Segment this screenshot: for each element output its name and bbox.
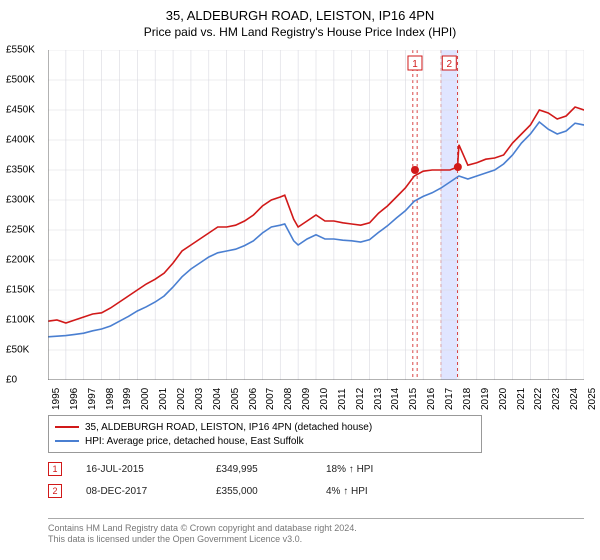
xtick-label: 2019 [480, 388, 491, 410]
legend-label: HPI: Average price, detached house, East… [85, 436, 304, 447]
xtick-label: 2011 [337, 388, 348, 410]
xtick-label: 2025 [587, 388, 598, 410]
sale-marker [411, 166, 419, 174]
xtick-label: 2002 [176, 388, 187, 410]
ytick-label: £350K [6, 165, 35, 176]
sale-band-badge-label: 1 [412, 59, 418, 70]
xtick-label: 1997 [87, 388, 98, 410]
xtick-label: 1999 [122, 388, 133, 410]
sale-band-badge-label: 2 [447, 59, 453, 70]
sale-price: £349,995 [216, 464, 326, 475]
xtick-label: 2010 [319, 388, 330, 410]
xtick-label: 2003 [194, 388, 205, 410]
sale-date: 16-JUL-2015 [86, 464, 216, 475]
ytick-label: £250K [6, 225, 35, 236]
legend-item: HPI: Average price, detached house, East… [55, 434, 475, 448]
xtick-label: 2016 [426, 388, 437, 410]
sale-band [413, 50, 417, 380]
xtick-label: 2008 [283, 388, 294, 410]
sale-delta: 4% ↑ HPI [326, 486, 446, 497]
ytick-label: £0 [6, 375, 17, 386]
ytick-label: £50K [6, 345, 29, 356]
page-title: 35, ALDEBURGH ROAD, LEISTON, IP16 4PN [0, 0, 600, 23]
xtick-label: 2021 [516, 388, 527, 410]
xtick-label: 2022 [533, 388, 544, 410]
ytick-label: £550K [6, 45, 35, 56]
xtick-label: 1996 [69, 388, 80, 410]
xtick-label: 2005 [230, 388, 241, 410]
ytick-label: £300K [6, 195, 35, 206]
ytick-label: £450K [6, 105, 35, 116]
xtick-label: 2004 [212, 388, 223, 410]
legend-swatch [55, 440, 79, 442]
footer-line-1: Contains HM Land Registry data © Crown c… [48, 523, 584, 534]
line-chart: 12 [48, 50, 584, 380]
xtick-label: 1995 [51, 388, 62, 410]
xtick-label: 2006 [248, 388, 259, 410]
sale-date: 08-DEC-2017 [86, 486, 216, 497]
sale-marker [454, 163, 462, 171]
xtick-label: 2024 [569, 388, 580, 410]
xtick-label: 2023 [551, 388, 562, 410]
xtick-label: 2013 [373, 388, 384, 410]
ytick-label: £400K [6, 135, 35, 146]
ytick-label: £500K [6, 75, 35, 86]
chart-area: 12 [48, 50, 584, 380]
xtick-label: 2015 [408, 388, 419, 410]
sale-row: 1 16-JUL-2015£349,99518% ↑ HPI [48, 462, 584, 476]
footer: Contains HM Land Registry data © Crown c… [48, 518, 584, 546]
xtick-label: 2009 [301, 388, 312, 410]
xtick-label: 2017 [444, 388, 455, 410]
sale-badge: 1 [48, 462, 62, 476]
xtick-label: 2001 [158, 388, 169, 410]
xtick-label: 1998 [105, 388, 116, 410]
page-subtitle: Price paid vs. HM Land Registry's House … [0, 23, 600, 39]
ytick-label: £100K [6, 315, 35, 326]
xtick-label: 2020 [498, 388, 509, 410]
ytick-label: £200K [6, 255, 35, 266]
sale-delta: 18% ↑ HPI [326, 464, 446, 475]
footer-line-2: This data is licensed under the Open Gov… [48, 534, 584, 545]
sale-band [441, 50, 457, 380]
legend-swatch [55, 426, 79, 428]
legend-item: 35, ALDEBURGH ROAD, LEISTON, IP16 4PN (d… [55, 420, 475, 434]
xtick-label: 2012 [355, 388, 366, 410]
sale-row: 2 08-DEC-2017£355,0004% ↑ HPI [48, 484, 584, 498]
ytick-label: £150K [6, 285, 35, 296]
xtick-label: 2018 [462, 388, 473, 410]
xtick-label: 2007 [265, 388, 276, 410]
xtick-label: 2000 [140, 388, 151, 410]
xtick-label: 2014 [390, 388, 401, 410]
legend-label: 35, ALDEBURGH ROAD, LEISTON, IP16 4PN (d… [85, 422, 372, 433]
sale-price: £355,000 [216, 486, 326, 497]
sale-badge: 2 [48, 484, 62, 498]
legend: 35, ALDEBURGH ROAD, LEISTON, IP16 4PN (d… [48, 415, 482, 453]
